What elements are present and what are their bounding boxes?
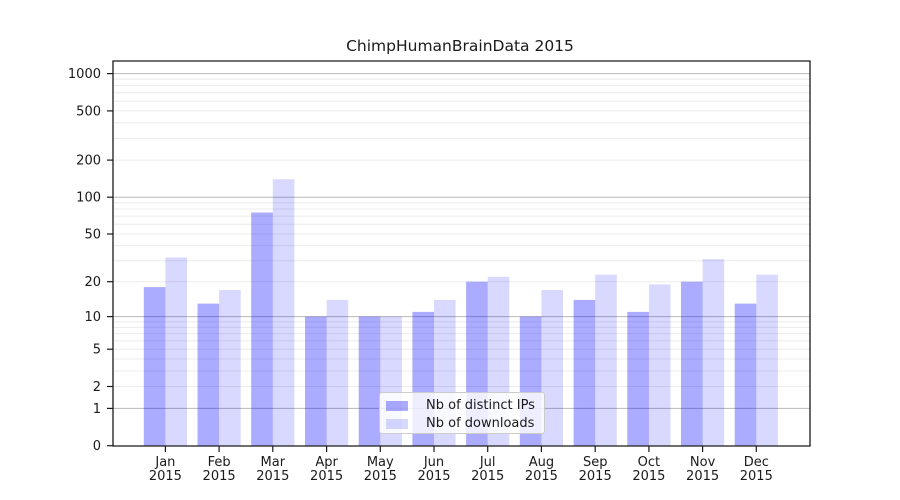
bar-nb-of-downloads-oct: [648, 284, 671, 446]
bar-nb-of-distinct-ips-nov: [681, 281, 703, 446]
legend-item-distinct-ips: Nb of distinct IPs: [386, 397, 544, 414]
chart-title: ChimpHumanBrainData 2015: [346, 37, 574, 55]
bar-nb-of-distinct-ips-dec: [734, 303, 757, 446]
x-tick-label-feb: Feb 2015: [203, 455, 236, 484]
bar-nb-of-downloads-feb: [219, 290, 241, 446]
x-tick-label-jul: Jul 2015: [471, 455, 504, 484]
y-tick-label-200: 200: [76, 154, 101, 169]
bar-nb-of-distinct-ips-apr: [305, 316, 327, 446]
legend-item-downloads: Nb of downloads: [386, 415, 544, 432]
y-tick-label-100: 100: [76, 191, 101, 206]
x-tick-label-aug: Aug 2015: [525, 455, 558, 484]
bar-nb-of-distinct-ips-mar: [251, 212, 273, 446]
y-tick-label-0: 0: [93, 439, 101, 454]
bar-nb-of-downloads-aug: [541, 290, 563, 446]
legend-label-distinct-ips: Nb of distinct IPs: [426, 398, 535, 413]
x-tick-label-may: May 2015: [364, 455, 397, 484]
y-tick-label-50: 50: [84, 228, 101, 243]
y-tick-label-2: 2: [93, 380, 101, 395]
bar-nb-of-downloads-mar: [272, 179, 295, 446]
bar-nb-of-distinct-ips-may: [358, 316, 381, 446]
y-tick-label-500: 500: [76, 104, 101, 119]
legend-swatch-downloads: [386, 418, 408, 429]
bar-nb-of-downloads-sep: [595, 274, 617, 446]
x-tick-label-mar: Mar 2015: [256, 455, 289, 484]
x-tick-label-sep: Sep 2015: [579, 455, 612, 484]
bar-nb-of-downloads-dec: [756, 274, 778, 446]
y-tick-label-5: 5: [93, 343, 101, 358]
x-tick-label-jan: Jan 2015: [149, 455, 182, 484]
axis-ticks: [107, 72, 757, 452]
y-tick-label-1: 1: [93, 402, 101, 417]
x-tick-label-dec: Dec 2015: [740, 455, 773, 484]
y-tick-label-20: 20: [84, 275, 101, 290]
bar-nb-of-distinct-ips-oct: [627, 311, 649, 446]
x-tick-label-apr: Apr 2015: [310, 455, 343, 484]
bar-nb-of-downloads-nov: [702, 259, 725, 446]
bar-nb-of-distinct-ips-feb: [197, 303, 220, 446]
legend-label-downloads: Nb of downloads: [426, 416, 535, 431]
x-tick-label-nov: Nov 2015: [686, 455, 719, 484]
y-tick-label-1000: 1000: [68, 67, 101, 82]
axis-tick-labels: 0 1 2 5 10 20 50 100 200 500 1000 Jan 2015 Feb 2015 Mar…: [68, 67, 773, 484]
x-tick-label-oct: Oct 2015: [632, 455, 665, 484]
y-tick-label-10: 10: [84, 310, 101, 325]
bar-nb-of-downloads-apr: [326, 299, 349, 446]
x-tick-label-jun: Jun 2015: [417, 455, 450, 484]
bar-nb-of-distinct-ips-sep: [573, 299, 596, 446]
legend-swatch-distinct-ips: [386, 400, 408, 411]
legend: Nb of distinct IPs Nb of downloads: [379, 392, 545, 434]
bar-nb-of-distinct-ips-jan: [143, 287, 166, 446]
axes-spines: [112, 60, 811, 447]
bar-nb-of-downloads-jan: [165, 257, 187, 446]
